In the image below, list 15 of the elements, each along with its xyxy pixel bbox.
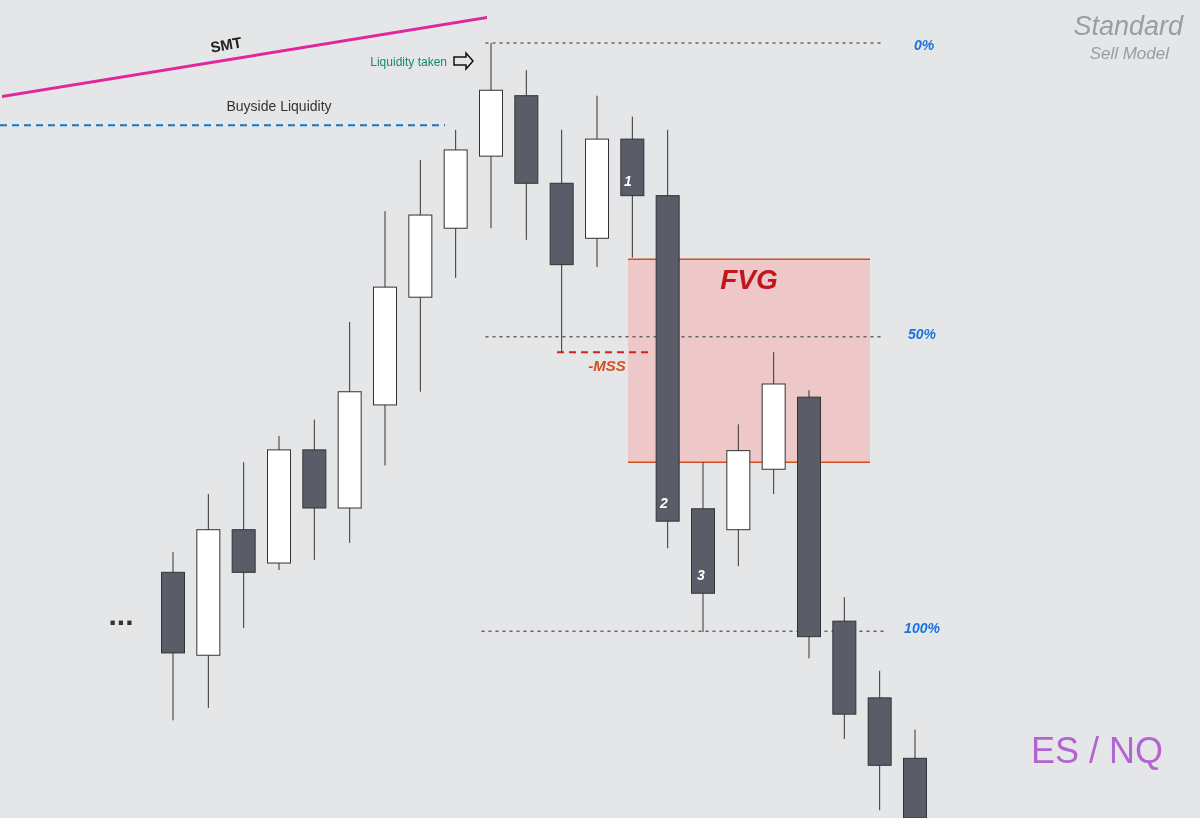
ref-line-label: Buyside Liquidity [226, 98, 332, 115]
band-label: FVG [720, 264, 778, 296]
annotation: 3 [697, 567, 706, 583]
annotation: 0% [913, 37, 935, 53]
text: ES / NQ [1030, 730, 1163, 771]
text: Sell Model [1089, 44, 1171, 63]
ref-line-label: -MSS [588, 357, 626, 375]
annotation: 1 [624, 173, 633, 189]
annotation: 100% [904, 620, 941, 636]
annotation: SMT [208, 33, 244, 56]
annotation: 50% [907, 326, 937, 342]
text: Standard [1073, 11, 1184, 41]
annotation: Liquidity taken [370, 55, 447, 69]
annotation: 2 [659, 495, 669, 511]
text: ... [108, 598, 134, 631]
